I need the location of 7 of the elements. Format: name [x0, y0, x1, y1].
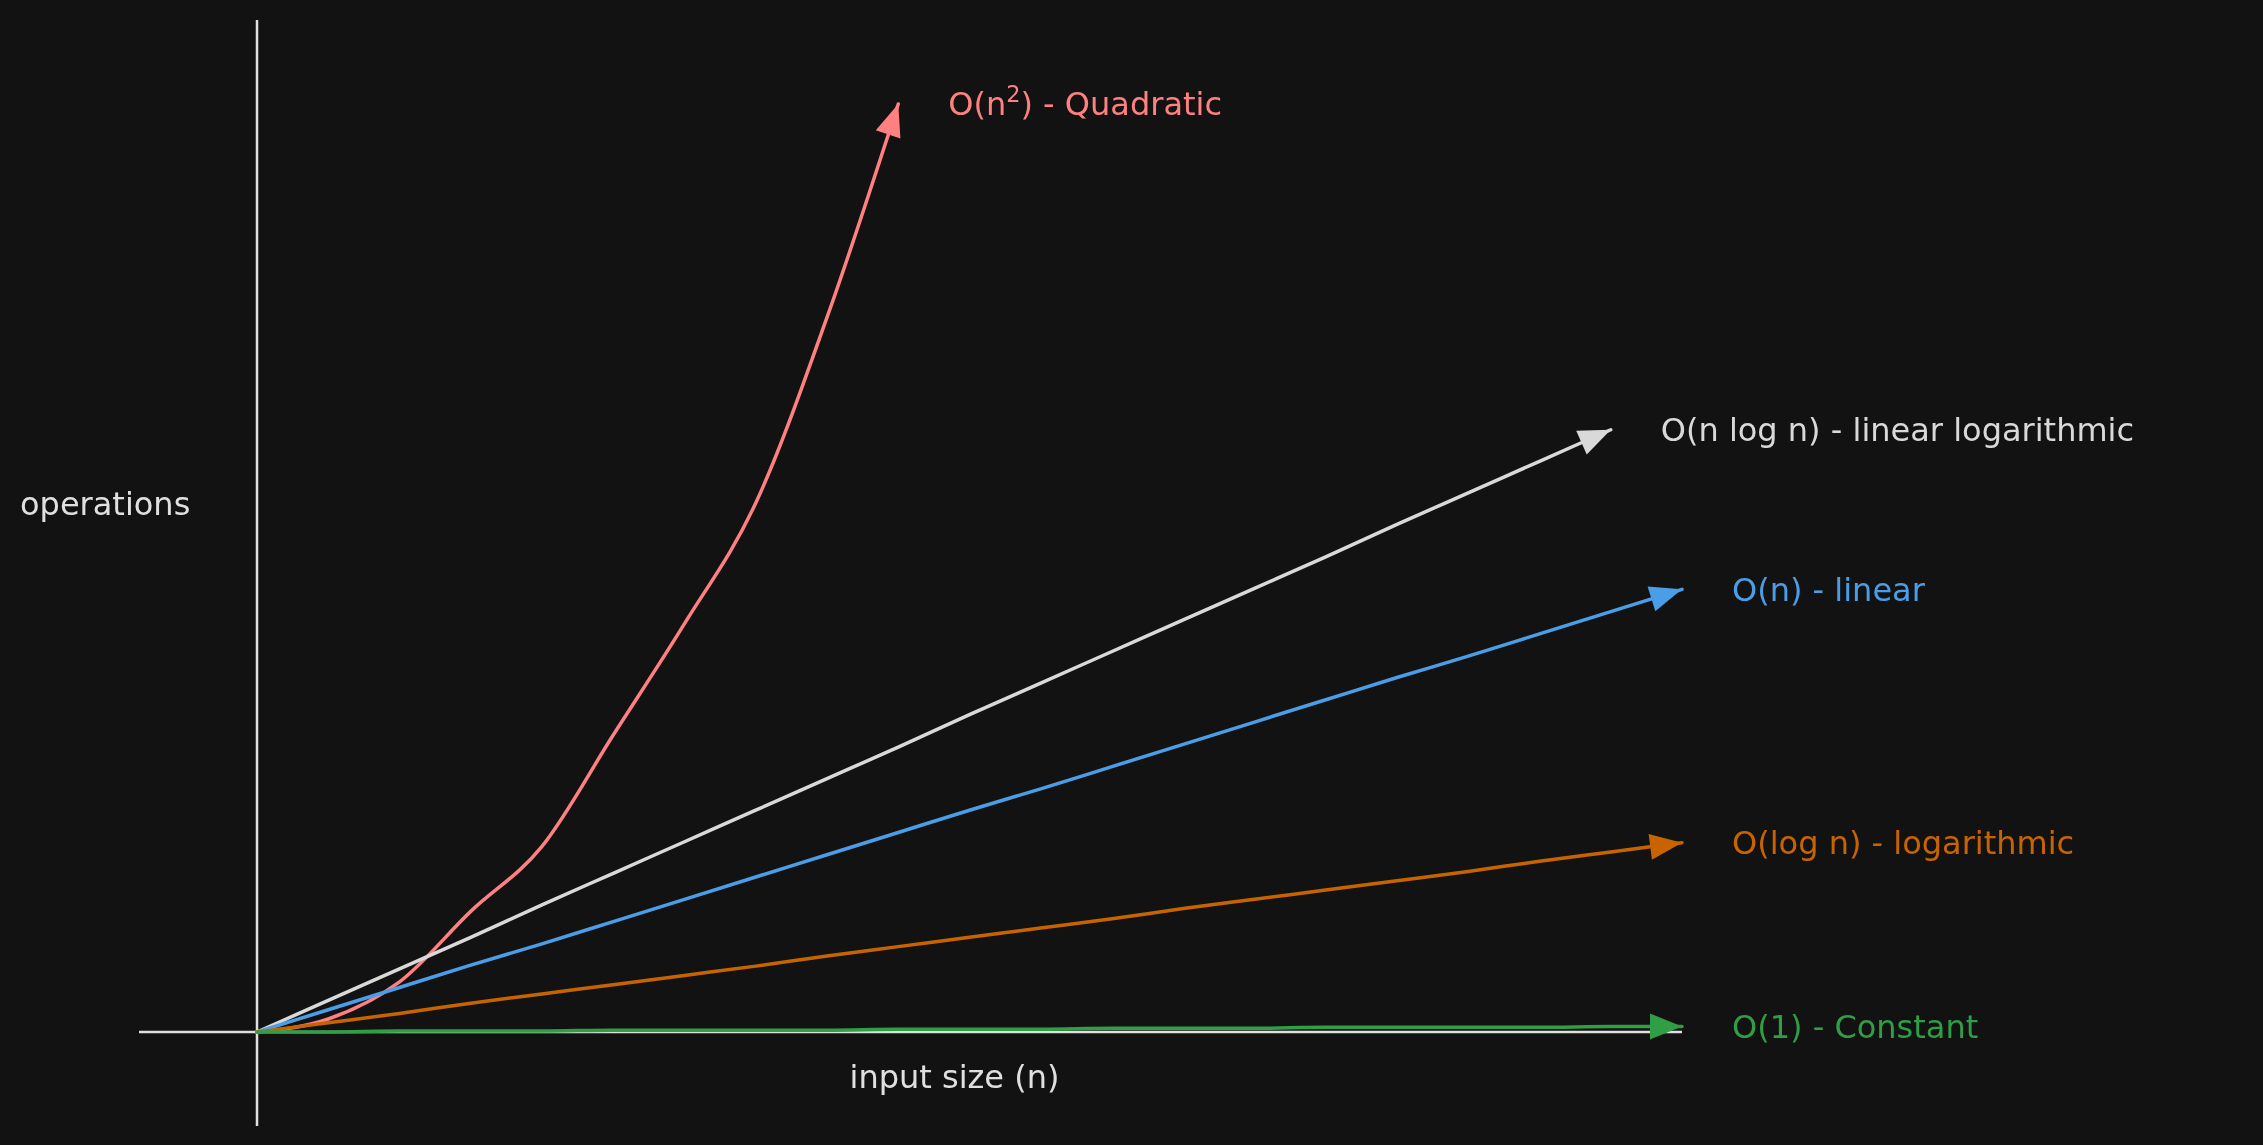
x-axis-title: input size (n)	[849, 1058, 1060, 1096]
legend-label: O(n log n) - linear logarithmic	[1660, 410, 2135, 449]
legend-label: O(n) - linear	[1732, 570, 1926, 609]
legend-label: O(log n) - logarithmic	[1732, 823, 2075, 862]
legend-label: O(1) - Constant	[1732, 1007, 1979, 1046]
y-axis-title: operations	[20, 485, 191, 524]
legend-label: O(n$^{2}$) - Quadratic	[948, 81, 1223, 124]
